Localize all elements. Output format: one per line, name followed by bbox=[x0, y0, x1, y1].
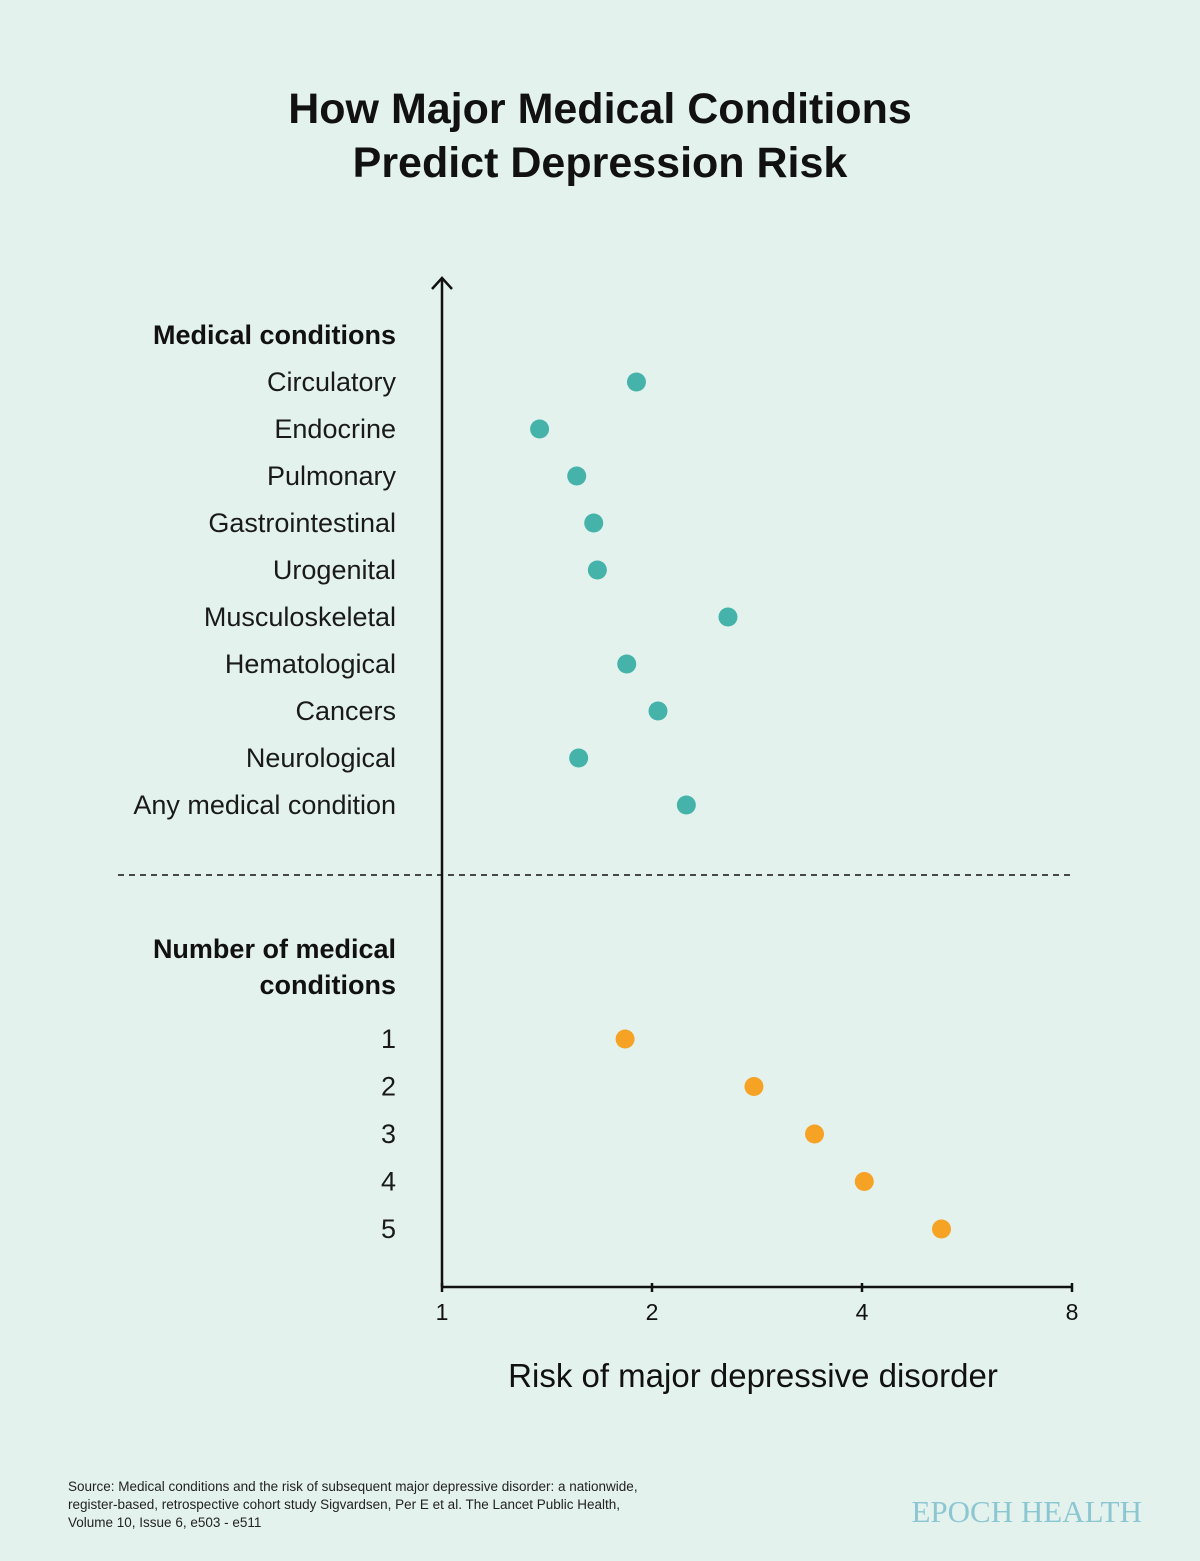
group-heading: Number of medical bbox=[153, 934, 396, 964]
source-line-1: Source: Medical conditions and the risk … bbox=[68, 1479, 638, 1494]
x-tick-label: 1 bbox=[436, 1299, 449, 1325]
data-point bbox=[617, 654, 637, 674]
group-heading: Medical conditions bbox=[153, 320, 396, 350]
chart-title-line-2: Predict Depression Risk bbox=[352, 139, 848, 187]
data-point bbox=[648, 701, 668, 721]
row-label: Endocrine bbox=[274, 414, 396, 444]
data-points bbox=[530, 372, 951, 1239]
source-note: Source: Medical conditions and the risk … bbox=[68, 1478, 688, 1532]
axes bbox=[118, 276, 1074, 1289]
group-heading: conditions bbox=[260, 970, 397, 1000]
x-tick-label: 8 bbox=[1066, 1299, 1079, 1325]
row-label: Gastrointestinal bbox=[208, 508, 396, 538]
row-label: Musculoskeletal bbox=[204, 602, 396, 632]
row-label: Hematological bbox=[225, 649, 396, 679]
epoch-health-logo: EPOCH HEALTH bbox=[911, 1494, 1142, 1529]
x-tick-label: 4 bbox=[856, 1299, 869, 1325]
chart-title: How Major Medical Conditions Predict Dep… bbox=[0, 82, 1200, 190]
row-label: Urogenital bbox=[273, 555, 396, 585]
source-line-3: Volume 10, Issue 6, e503 - e511 bbox=[68, 1515, 262, 1530]
data-point bbox=[569, 748, 589, 768]
row-label: 5 bbox=[381, 1214, 396, 1244]
data-point bbox=[587, 560, 607, 580]
row-label: 1 bbox=[381, 1024, 396, 1054]
y-axis-arrow-icon bbox=[431, 276, 453, 290]
group-labels: Medical conditions Number of medical condi… bbox=[153, 320, 396, 1000]
row-label: Neurological bbox=[246, 743, 396, 773]
row-label: Any medical condition bbox=[133, 790, 396, 820]
row-label: 2 bbox=[381, 1072, 396, 1102]
data-point bbox=[744, 1077, 764, 1096]
chart-title-line-1: How Major Medical Conditions bbox=[288, 85, 912, 133]
data-point bbox=[805, 1124, 825, 1144]
data-point bbox=[854, 1172, 874, 1191]
data-point bbox=[626, 372, 646, 392]
data-point bbox=[676, 795, 696, 815]
data-point bbox=[530, 419, 550, 439]
x-tick-label: 2 bbox=[646, 1299, 659, 1325]
row-label: Cancers bbox=[295, 696, 396, 726]
row-label: Pulmonary bbox=[267, 461, 397, 491]
row-label: Circulatory bbox=[267, 367, 397, 397]
x-ticks: 1 2 4 8 bbox=[436, 1283, 1079, 1325]
data-point bbox=[718, 607, 738, 627]
row-labels: Circulatory Endocrine Pulmonary Gastrointes… bbox=[133, 367, 396, 1244]
row-label: 4 bbox=[381, 1167, 396, 1197]
x-axis-label: Risk of major depressive disorder bbox=[508, 1357, 998, 1394]
row-label: 3 bbox=[381, 1119, 396, 1149]
data-point bbox=[615, 1029, 635, 1049]
data-point bbox=[584, 513, 604, 533]
data-point bbox=[567, 466, 587, 486]
data-point bbox=[931, 1219, 951, 1239]
source-line-2: register-based, retrospective cohort stu… bbox=[68, 1497, 621, 1512]
